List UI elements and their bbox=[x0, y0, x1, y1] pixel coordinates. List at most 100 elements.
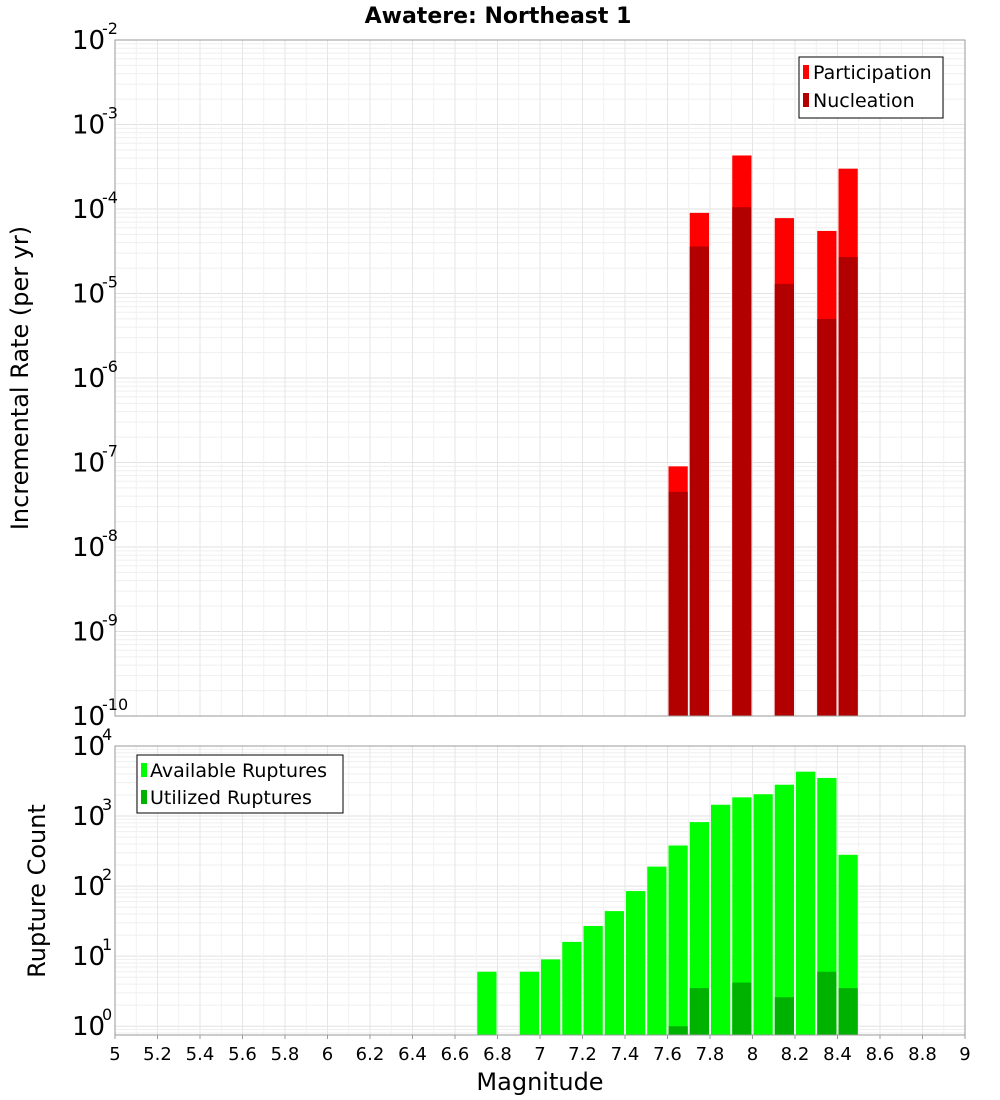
svg-text:4: 4 bbox=[102, 725, 112, 744]
y-tick-label: 10-4 bbox=[72, 188, 118, 225]
svg-text:10: 10 bbox=[72, 872, 105, 902]
legend-label-available-ruptures: Available Ruptures bbox=[150, 760, 327, 782]
y-tick-label: 10-6 bbox=[72, 357, 118, 394]
x-tick-label: 7 bbox=[534, 1044, 545, 1065]
x-axis-title: Magnitude bbox=[476, 1068, 603, 1096]
y-tick-label: 10-9 bbox=[72, 611, 118, 648]
x-tick-label: 6 bbox=[322, 1044, 333, 1065]
svg-text:3: 3 bbox=[102, 795, 112, 814]
y-tick-label: 10-5 bbox=[72, 273, 118, 310]
bar-available-ruptures bbox=[732, 797, 752, 1035]
bottom-y-axis-title: Rupture Count bbox=[23, 804, 51, 978]
x-tick-label: 5.4 bbox=[186, 1044, 215, 1065]
bar-available-ruptures bbox=[541, 959, 561, 1035]
bar-nucleation bbox=[689, 246, 709, 716]
x-tick-label: 5.8 bbox=[271, 1044, 300, 1065]
y-tick-label: 100 bbox=[72, 1005, 112, 1042]
y-tick-label: 104 bbox=[72, 725, 112, 762]
bar-nucleation bbox=[817, 318, 837, 716]
bar-available-ruptures bbox=[774, 784, 794, 1035]
bar-available-ruptures bbox=[562, 941, 582, 1035]
chart-title: Awatere: Northeast 1 bbox=[365, 4, 632, 29]
svg-text:-9: -9 bbox=[102, 611, 118, 630]
x-tick-label: 5.2 bbox=[143, 1044, 172, 1065]
svg-text:-2: -2 bbox=[102, 19, 118, 38]
x-tick-label: 6.2 bbox=[356, 1044, 385, 1065]
bar-nucleation bbox=[838, 257, 858, 716]
y-tick-label: 101 bbox=[72, 935, 112, 972]
x-tick-label: 7.2 bbox=[568, 1044, 597, 1065]
top-grid bbox=[114, 40, 966, 717]
x-tick-label: 8.4 bbox=[823, 1044, 852, 1065]
svg-text:10: 10 bbox=[72, 364, 105, 394]
svg-text:-7: -7 bbox=[102, 442, 118, 461]
x-tick-label: 7.6 bbox=[653, 1044, 682, 1065]
bar-available-ruptures bbox=[583, 925, 603, 1035]
bar-available-ruptures bbox=[689, 822, 709, 1035]
y-tick-label: 103 bbox=[72, 795, 112, 832]
top-plot-border bbox=[114, 39, 966, 717]
bottom-legend: Available Ruptures Utilized Ruptures bbox=[136, 754, 344, 814]
legend-swatch-utilized-ruptures bbox=[141, 790, 147, 804]
x-tick-label: 6.4 bbox=[398, 1044, 427, 1065]
top-legend-box bbox=[798, 56, 944, 119]
x-tick-label: 5.6 bbox=[228, 1044, 257, 1065]
bar-available-ruptures bbox=[477, 971, 497, 1035]
x-tick-label: 6.8 bbox=[483, 1044, 512, 1065]
bottom-legend-box bbox=[136, 754, 344, 814]
y-tick-label: 10-8 bbox=[72, 526, 118, 563]
svg-text:-5: -5 bbox=[102, 273, 118, 292]
bar-available-ruptures bbox=[711, 804, 731, 1035]
svg-text:10: 10 bbox=[72, 449, 105, 479]
x-tick-label: 8.2 bbox=[781, 1044, 810, 1065]
x-tick-label: 9 bbox=[959, 1044, 970, 1065]
bar-available-ruptures bbox=[519, 971, 539, 1035]
x-tick-label: 5 bbox=[109, 1044, 120, 1065]
x-tick-label: 8.8 bbox=[908, 1044, 937, 1065]
svg-text:-10: -10 bbox=[102, 695, 128, 714]
legend-swatch-participation bbox=[803, 65, 809, 79]
svg-text:10: 10 bbox=[72, 942, 105, 972]
bar-utilized-ruptures bbox=[817, 971, 837, 1035]
x-tick-label: 7.4 bbox=[611, 1044, 640, 1065]
y-tick-label: 10-3 bbox=[72, 104, 118, 141]
bar-available-ruptures bbox=[796, 771, 816, 1035]
svg-text:10: 10 bbox=[72, 732, 105, 762]
bar-nucleation bbox=[774, 283, 794, 716]
x-tick-label: 7.8 bbox=[696, 1044, 725, 1065]
bar-utilized-ruptures bbox=[774, 997, 794, 1035]
bar-available-ruptures bbox=[647, 866, 667, 1035]
svg-text:10: 10 bbox=[72, 618, 105, 648]
bar-utilized-ruptures bbox=[732, 982, 752, 1035]
svg-text:0: 0 bbox=[102, 1005, 112, 1024]
svg-text:-8: -8 bbox=[102, 526, 118, 545]
legend-label-utilized-ruptures: Utilized Ruptures bbox=[150, 787, 312, 809]
svg-text:-4: -4 bbox=[102, 188, 118, 207]
bar-available-ruptures bbox=[604, 911, 624, 1035]
svg-text:10: 10 bbox=[72, 280, 105, 310]
svg-text:10: 10 bbox=[72, 111, 105, 141]
x-tick-label: 6.6 bbox=[441, 1044, 470, 1065]
y-tick-label: 10-10 bbox=[72, 695, 128, 732]
legend-swatch-available-ruptures bbox=[141, 763, 147, 777]
svg-text:1: 1 bbox=[102, 935, 112, 954]
top-bars bbox=[668, 155, 858, 717]
y-tick-label: 10-7 bbox=[72, 442, 118, 479]
bar-nucleation bbox=[668, 491, 688, 716]
legend-swatch-nucleation bbox=[803, 93, 809, 107]
svg-text:-6: -6 bbox=[102, 357, 118, 376]
bar-available-ruptures bbox=[626, 891, 646, 1035]
bar-utilized-ruptures bbox=[668, 1026, 688, 1035]
svg-text:10: 10 bbox=[72, 802, 105, 832]
svg-text:10: 10 bbox=[72, 26, 105, 56]
y-tick-label: 10-2 bbox=[72, 19, 118, 56]
bar-utilized-ruptures bbox=[689, 988, 709, 1035]
x-ticks: 5 5.2 5.4 5.6 5.8 6 6.2 6.4 6.6 6.8 7 7.2 7.4 7.6 7.8 8… bbox=[109, 1035, 971, 1065]
x-tick-label: 8.6 bbox=[866, 1044, 895, 1065]
legend-label-nucleation: Nucleation bbox=[813, 90, 915, 112]
bar-available-ruptures bbox=[668, 845, 688, 1035]
